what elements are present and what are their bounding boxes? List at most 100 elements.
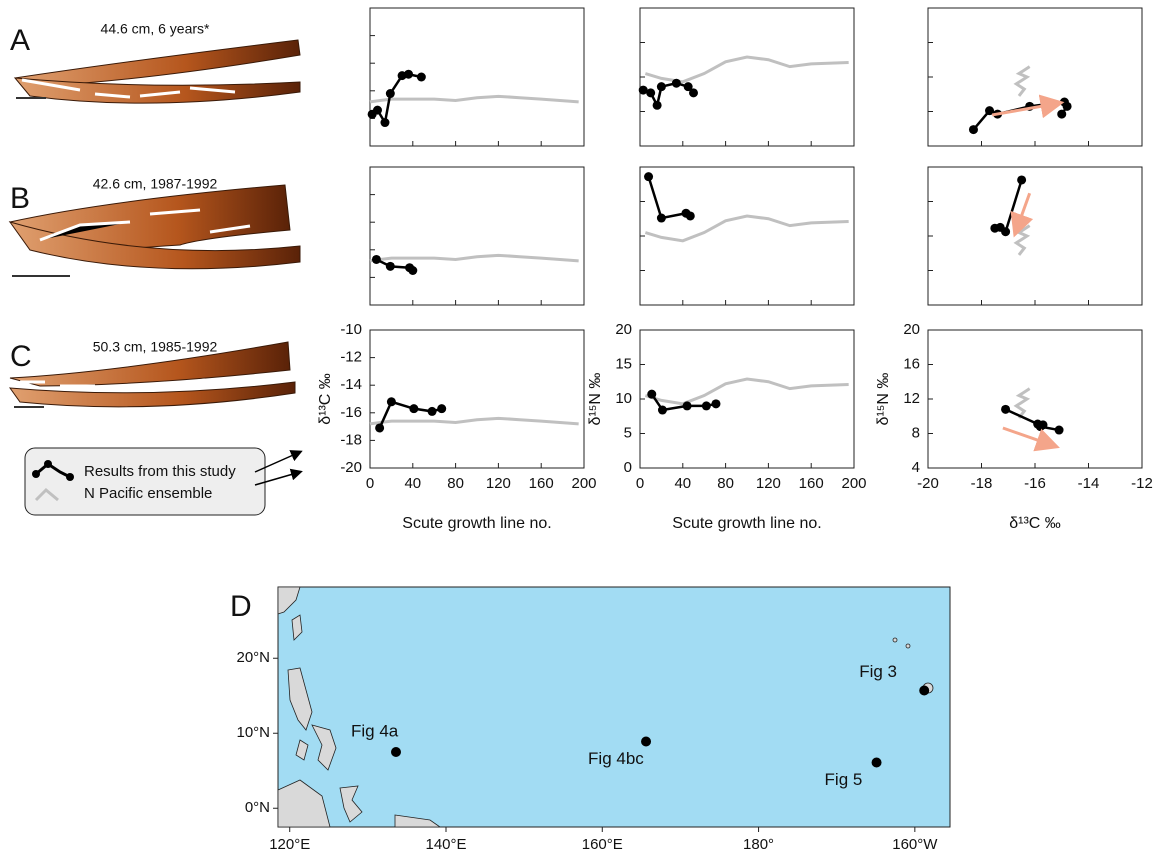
site-label: Fig 5	[825, 770, 863, 789]
data-point	[385, 261, 395, 271]
y-tick-label: 12	[903, 390, 920, 407]
ensemble-line	[644, 377, 849, 406]
x-tick-label: 160°W	[892, 836, 938, 853]
y-tick-label: 20	[615, 321, 632, 338]
data-point	[416, 72, 426, 82]
data-point	[652, 100, 662, 110]
ensemble-line	[369, 416, 579, 426]
scute-caption: 42.6 cm, 1987-1992	[93, 176, 218, 192]
map-frame	[277, 586, 951, 828]
scute-caption: 50.3 cm, 1985-1992	[93, 339, 218, 355]
data-point	[656, 213, 666, 223]
x-tick-label: -14	[1078, 475, 1100, 492]
legend-dot	[66, 473, 74, 481]
site-label: Fig 4a	[351, 721, 399, 740]
y-tick-label: -20	[340, 459, 362, 476]
site	[919, 685, 930, 696]
land	[277, 586, 934, 828]
legend-box	[24, 447, 266, 516]
x-tick-label: 160	[799, 475, 824, 492]
data-point	[968, 125, 978, 135]
data-point	[656, 82, 666, 92]
map: 120°E 140°E 160°E 180° 160°W 0°N 10°N 20°N Fig 4…	[236, 586, 951, 853]
data-point	[682, 401, 692, 411]
scute-c	[8, 341, 296, 408]
data-point	[404, 69, 414, 79]
scute-caption: 44.6 cm, 6 years*	[101, 21, 210, 37]
data-point	[683, 82, 693, 92]
y-tick-label: -18	[340, 431, 362, 448]
data-point	[409, 404, 419, 414]
x-tick-label: 40	[674, 475, 691, 492]
data-point	[372, 105, 382, 115]
x-tick-label: -20	[917, 475, 939, 492]
trend-arrow	[1002, 426, 1060, 452]
data-point	[646, 88, 656, 98]
data-point	[689, 88, 698, 98]
legend-dot	[32, 470, 40, 478]
legend-label: Results from this study	[84, 463, 236, 480]
x-tick-label: 200	[841, 475, 866, 492]
y-tick-label: 20°N	[236, 649, 270, 666]
y-tick-label: 0	[624, 459, 632, 476]
ensemble-line	[1013, 65, 1031, 97]
y-tick-label: -16	[340, 404, 362, 421]
site	[641, 736, 652, 747]
data-point	[385, 89, 395, 99]
trend-arrow	[991, 94, 1065, 119]
y-tick-label: 0°N	[245, 799, 270, 816]
plot-frame	[369, 166, 585, 306]
ensemble-line	[1013, 387, 1031, 419]
legend-label: N Pacific ensemble	[84, 485, 212, 502]
data-point	[685, 211, 695, 221]
data-point	[701, 401, 711, 411]
x-tick-label: 80	[447, 475, 464, 492]
panel-letter: B	[10, 182, 30, 215]
y-tick-label: 10	[615, 390, 632, 407]
data-point	[375, 423, 385, 433]
data-point	[1035, 422, 1045, 432]
y-axis-label: δ¹⁵N ‰	[875, 373, 892, 426]
data-point	[386, 397, 396, 407]
plot-frame	[639, 166, 855, 306]
ensemble-line	[644, 55, 849, 84]
panel-letter: D	[230, 590, 252, 623]
plot-frame	[639, 7, 855, 147]
x-tick-label: 160°E	[582, 836, 623, 853]
pointer-arrow	[254, 450, 303, 473]
y-tick-label: -14	[340, 376, 362, 393]
site	[871, 757, 882, 768]
panel-letter: A	[10, 24, 30, 57]
data-point	[990, 223, 1000, 233]
ensemble-line	[369, 94, 579, 104]
pointer-arrow	[254, 468, 303, 486]
data-point	[638, 85, 648, 95]
y-tick-label: 4	[912, 459, 920, 476]
x-tick-label: 120	[486, 475, 511, 492]
x-tick-label: 0	[636, 475, 644, 492]
data-point	[1001, 404, 1011, 414]
y-tick-label: -12	[340, 349, 362, 366]
data-point	[408, 266, 418, 275]
data-point	[371, 254, 381, 264]
data-point	[985, 106, 995, 116]
y-tick-label: 16	[903, 355, 920, 372]
x-tick-label: 40	[404, 475, 421, 492]
x-tick-label: 140°E	[425, 836, 466, 853]
trend-arrow	[1010, 192, 1034, 238]
site-label: Fig 3	[859, 662, 897, 681]
data-point	[1054, 425, 1064, 435]
site	[390, 747, 401, 757]
x-axis-label: Scute growth line no.	[672, 515, 821, 532]
data-point	[380, 118, 390, 128]
plot-frame	[927, 329, 1143, 469]
y-tick-label: 15	[615, 355, 632, 372]
site-label: Fig 4bc	[588, 749, 644, 768]
data-point	[1057, 109, 1067, 119]
x-tick-label: 180°	[743, 836, 774, 853]
y-tick-label: 8	[912, 424, 920, 441]
x-tick-label: 0	[366, 475, 374, 492]
plot-frame	[927, 166, 1143, 306]
ensemble-line	[369, 253, 579, 263]
